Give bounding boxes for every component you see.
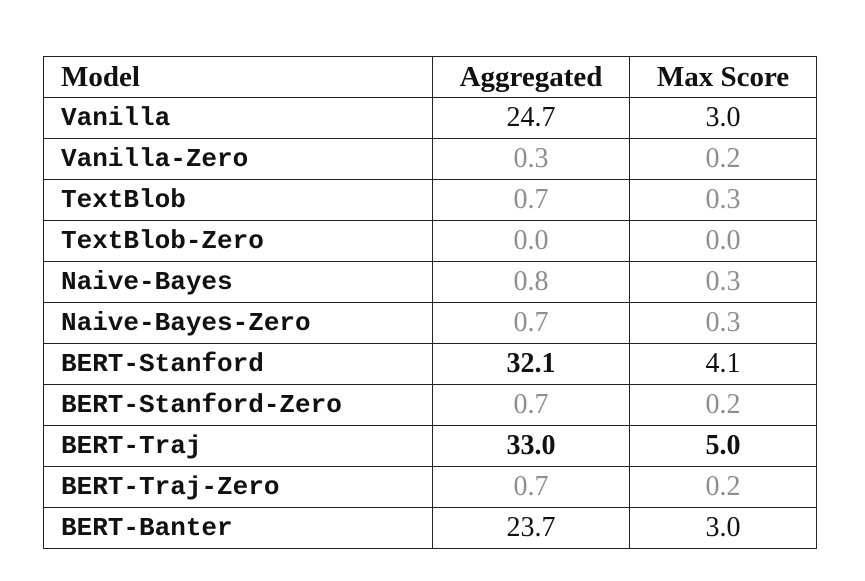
cell-model: BERT-Stanford-Zero — [43, 384, 433, 426]
cell-max-score: 0.3 — [629, 179, 817, 221]
table-row: Naive-Bayes 0.8 0.3 — [43, 261, 817, 303]
header-row: Model Aggregated Max Score — [43, 56, 817, 98]
cell-model: TextBlob — [43, 179, 433, 221]
table-row: BERT-Stanford 32.1 4.1 — [43, 343, 817, 385]
cell-model: TextBlob-Zero — [43, 220, 433, 262]
cell-aggregated: 0.7 — [432, 179, 630, 221]
cell-model: Naive-Bayes-Zero — [43, 302, 433, 344]
cell-aggregated: 33.0 — [432, 425, 630, 467]
cell-aggregated: 24.7 — [432, 97, 630, 139]
table-row: BERT-Banter 23.7 3.0 — [43, 507, 817, 549]
table-body: Vanilla 24.7 3.0 Vanilla-Zero 0.3 0.2 TextBlob… — [43, 97, 817, 549]
table-row: Vanilla-Zero 0.3 0.2 — [43, 138, 817, 180]
cell-max-score: 5.0 — [629, 425, 817, 467]
cell-model: Vanilla-Zero — [43, 138, 433, 180]
cell-model: BERT-Banter — [43, 507, 433, 549]
table-row: TextBlob 0.7 0.3 — [43, 179, 817, 221]
table-row: Vanilla 24.7 3.0 — [43, 97, 817, 139]
cell-model: BERT-Traj-Zero — [43, 466, 433, 508]
cell-max-score: 0.2 — [629, 466, 817, 508]
cell-aggregated: 23.7 — [432, 507, 630, 549]
cell-max-score: 0.2 — [629, 384, 817, 426]
cell-aggregated: 0.3 — [432, 138, 630, 180]
cell-aggregated: 0.0 — [432, 220, 630, 262]
header-model: Model — [43, 56, 433, 98]
cell-aggregated: 0.7 — [432, 302, 630, 344]
table-row: TextBlob-Zero 0.0 0.0 — [43, 220, 817, 262]
table-row: Naive-Bayes-Zero 0.7 0.3 — [43, 302, 817, 344]
table-header: Model Aggregated Max Score — [43, 56, 817, 98]
header-aggregated: Aggregated — [432, 56, 630, 98]
cell-max-score: 3.0 — [629, 507, 817, 549]
cell-max-score: 0.2 — [629, 138, 817, 180]
table-row: BERT-Stanford-Zero 0.7 0.2 — [43, 384, 817, 426]
cell-aggregated: 32.1 — [432, 343, 630, 385]
cell-max-score: 4.1 — [629, 343, 817, 385]
cell-model: BERT-Stanford — [43, 343, 433, 385]
cell-model: Naive-Bayes — [43, 261, 433, 303]
cell-model: Vanilla — [43, 97, 433, 139]
table-row: BERT-Traj 33.0 5.0 — [43, 425, 817, 467]
cell-aggregated: 0.8 — [432, 261, 630, 303]
cell-aggregated: 0.7 — [432, 466, 630, 508]
cell-max-score: 0.0 — [629, 220, 817, 262]
cell-max-score: 0.3 — [629, 302, 817, 344]
cell-max-score: 3.0 — [629, 97, 817, 139]
header-max-score: Max Score — [629, 56, 817, 98]
cell-model: BERT-Traj — [43, 425, 433, 467]
cell-aggregated: 0.7 — [432, 384, 630, 426]
table-row: BERT-Traj-Zero 0.7 0.2 — [43, 466, 817, 508]
results-table: Model Aggregated Max Score Vanilla 24.7 3.… — [43, 56, 817, 549]
cell-max-score: 0.3 — [629, 261, 817, 303]
